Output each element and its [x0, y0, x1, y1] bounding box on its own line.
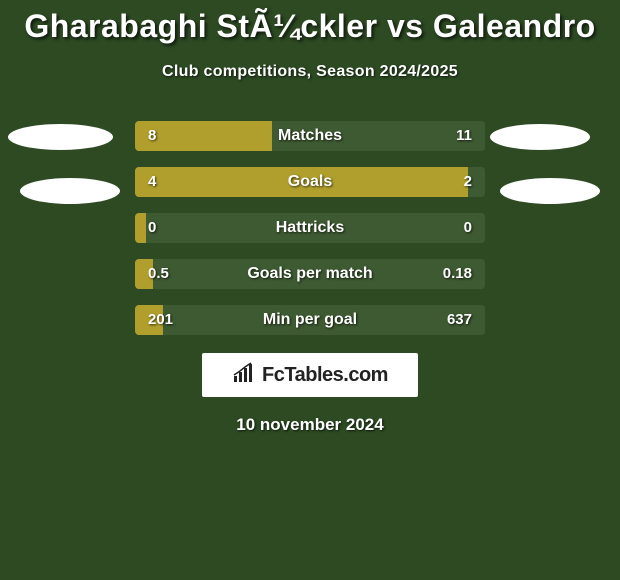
bar-right [475, 213, 486, 243]
logo-text: FcTables.com [262, 364, 388, 387]
bar-left [135, 305, 163, 335]
stat-row: Goals per match0.50.18 [0, 259, 620, 289]
logo-box: FcTables.com [202, 353, 418, 397]
bar-left [135, 121, 272, 151]
bar-container [135, 121, 485, 151]
stat-row: Hattricks00 [0, 213, 620, 243]
bar-container [135, 213, 485, 243]
page-title: Gharabaghi StÃ¼ckler vs Galeandro [0, 0, 620, 45]
chart-icon [232, 362, 258, 389]
bar-container [135, 167, 485, 197]
decorative-ellipse [8, 124, 113, 150]
bar-right [272, 121, 486, 151]
bar-right [457, 305, 485, 335]
bar-container [135, 259, 485, 289]
subtitle: Club competitions, Season 2024/2025 [0, 63, 620, 81]
decorative-ellipse [20, 178, 120, 204]
decorative-ellipse [500, 178, 600, 204]
stat-row: Min per goal201637 [0, 305, 620, 335]
decorative-ellipse [490, 124, 590, 150]
bar-left [135, 259, 153, 289]
date-text: 10 november 2024 [0, 415, 620, 435]
bar-right [468, 259, 486, 289]
bar-left [135, 167, 468, 197]
stats-container: Matches811Goals42Hattricks00Goals per ma… [0, 121, 620, 335]
bar-left [135, 213, 146, 243]
bar-right [468, 167, 486, 197]
bar-container [135, 305, 485, 335]
